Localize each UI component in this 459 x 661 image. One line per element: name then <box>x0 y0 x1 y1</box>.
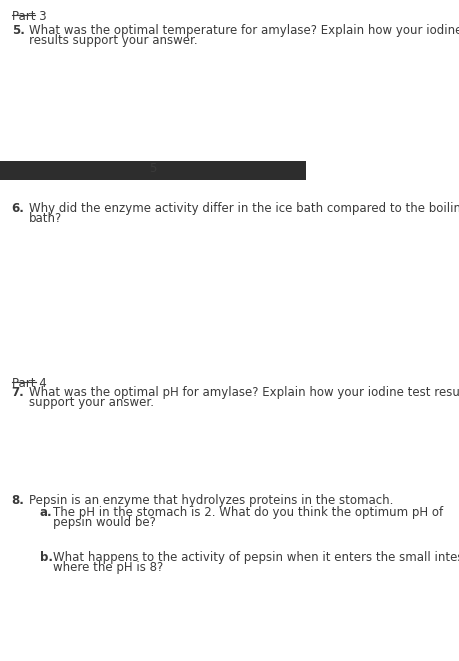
Text: pepsin would be?: pepsin would be? <box>53 516 156 529</box>
Text: What was the optimal temperature for amylase? Explain how your iodine test: What was the optimal temperature for amy… <box>29 24 459 38</box>
Text: results support your answer.: results support your answer. <box>29 34 197 48</box>
Text: The pH in the stomach is 2. What do you think the optimum pH of: The pH in the stomach is 2. What do you … <box>53 506 442 520</box>
FancyBboxPatch shape <box>0 161 305 180</box>
Text: 5: 5 <box>149 162 156 175</box>
Text: What was the optimal pH for amylase? Explain how your iodine test results: What was the optimal pH for amylase? Exp… <box>29 386 459 399</box>
Text: Why did the enzyme activity differ in the ice bath compared to the boiling water: Why did the enzyme activity differ in th… <box>29 202 459 215</box>
Text: a.: a. <box>39 506 52 520</box>
Text: 6.: 6. <box>11 202 24 215</box>
Text: support your answer.: support your answer. <box>29 396 154 409</box>
Text: What happens to the activity of pepsin when it enters the small intestine: What happens to the activity of pepsin w… <box>53 551 459 564</box>
Text: b.: b. <box>39 551 53 564</box>
Text: where the pH is 8?: where the pH is 8? <box>53 561 163 574</box>
Text: 8.: 8. <box>11 494 24 508</box>
Text: 5.: 5. <box>11 24 24 38</box>
Text: Pepsin is an enzyme that hydrolyzes proteins in the stomach.: Pepsin is an enzyme that hydrolyzes prot… <box>29 494 392 508</box>
Text: bath?: bath? <box>29 212 62 225</box>
Text: Part 4: Part 4 <box>11 377 46 390</box>
Text: 7.: 7. <box>11 386 24 399</box>
Text: Part 3: Part 3 <box>11 10 46 23</box>
